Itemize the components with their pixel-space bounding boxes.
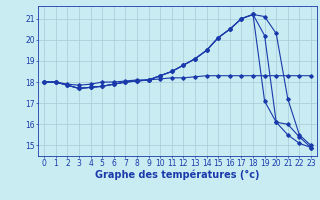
X-axis label: Graphe des températures (°c): Graphe des températures (°c) xyxy=(95,170,260,180)
